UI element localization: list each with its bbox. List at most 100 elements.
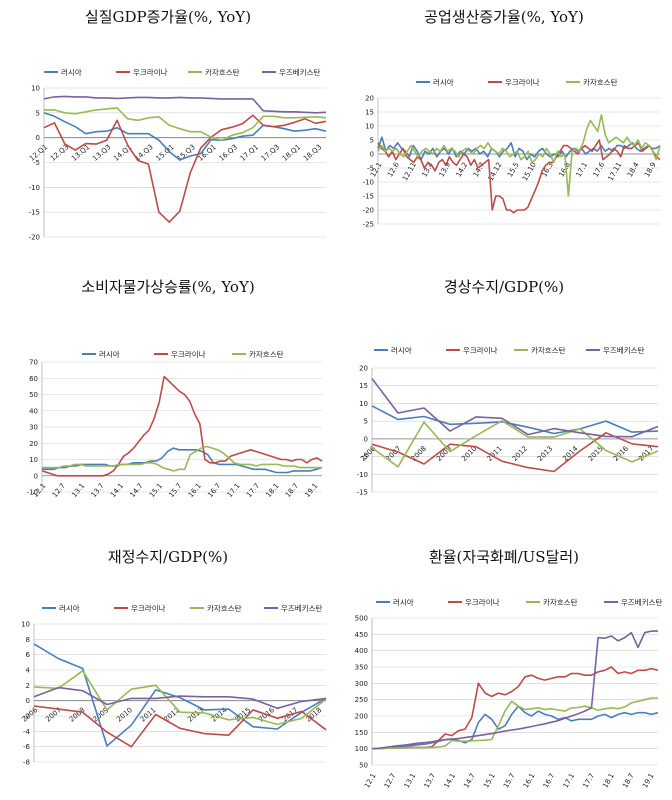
series-line-0 — [33, 643, 327, 747]
x-tick-label: 17.Q3 — [260, 143, 281, 163]
y-tick-label: 300 — [355, 680, 368, 688]
x-tick-label: 2008 — [68, 706, 87, 724]
y-tick-label: 5 — [364, 418, 368, 426]
y-tick-label: 0 — [26, 697, 30, 705]
y-tick-label: 10 — [31, 85, 40, 93]
series-line-3 — [43, 95, 327, 114]
x-tick-label: 16.1 — [187, 482, 203, 499]
series-line-0 — [371, 405, 659, 435]
y-tick-label: 20 — [365, 95, 374, 103]
y-tick-label: 2 — [26, 682, 30, 690]
y-tick-label: -10 — [29, 184, 40, 192]
x-tick-label: 17.7 — [245, 482, 261, 499]
x-tick-label: 15.5 — [506, 161, 521, 179]
y-tick-label: -10 — [357, 471, 368, 479]
y-tick-label: 20 — [359, 365, 368, 373]
y-tick-label: 350 — [355, 664, 368, 672]
y-tick-label: -20 — [363, 207, 374, 215]
y-tick-label: -20 — [29, 234, 40, 242]
y-tick-label: -10 — [27, 489, 38, 497]
x-tick-label: 2006 — [20, 706, 39, 724]
x-tick-label: 13.Q3 — [91, 143, 112, 163]
y-tick-label: 15 — [359, 382, 368, 390]
y-tick-label: -5 — [33, 159, 40, 167]
chart-title: 실질GDP증가율(%, YoY) — [84, 8, 252, 26]
x-tick-label: 18.9 — [643, 161, 658, 179]
x-tick-label: 13.7 — [90, 482, 106, 499]
x-tick-label: 17.6 — [592, 161, 607, 179]
chart-fx: 500 450 400 350 300 250 200 150 100 50 12.1 12.7 13.… — [355, 597, 663, 790]
y-tick-label: 10 — [365, 123, 374, 131]
legend-label: 우크라이나 — [463, 345, 498, 355]
x-tick-label: 18.7 — [284, 482, 300, 499]
y-tick-label: 40 — [29, 407, 38, 415]
x-tick-label: 17.Q1 — [239, 143, 260, 163]
legend-label: 우크라이나 — [133, 67, 168, 77]
legend-label: 러시아 — [59, 603, 80, 613]
x-tick-label: 12.1 — [363, 772, 378, 790]
series-line-2 — [33, 670, 327, 726]
x-tick-label: 18.Q3 — [302, 143, 323, 163]
x-tick-label: 18.Q1 — [281, 143, 302, 163]
x-tick-label: 19.1 — [641, 772, 656, 790]
y-tick-label: 5 — [36, 109, 40, 117]
panel-cpi: 소비자물가상승률(%, YoY) 70 60 50 40 30 20 10 0 -10 12.1 1… — [0, 270, 336, 530]
x-tick-label: 18.1 — [265, 482, 281, 499]
x-tick-label: 18.4 — [626, 161, 641, 179]
y-tick-label: -5 — [367, 165, 374, 173]
series-line-1 — [377, 139, 661, 214]
series-line-2 — [377, 114, 661, 197]
y-tick-label: 50 — [29, 391, 38, 399]
y-tick-label: 60 — [29, 375, 38, 383]
y-tick-label: 4 — [26, 667, 31, 675]
chart-title: 경상수지/GDP(%) — [443, 278, 565, 296]
legend-label: 카자흐스탄 — [583, 77, 618, 87]
y-tick-label: 20 — [29, 440, 38, 448]
y-tick-label: 0 — [34, 472, 38, 480]
legend-label: 러시아 — [61, 67, 82, 77]
series-line-2 — [44, 107, 327, 141]
y-tick-label: -25 — [363, 221, 374, 229]
x-tick-label: 14.Q3 — [133, 143, 154, 163]
x-tick-label: 17.1 — [562, 772, 577, 790]
y-tick-label: 10 — [359, 400, 368, 408]
y-tick-label: 250 — [355, 696, 368, 704]
x-tick-label: 17.1 — [226, 482, 242, 499]
series-line-1 — [371, 432, 659, 473]
x-tick-label: 18.7 — [621, 772, 636, 790]
y-tick-label: -8 — [23, 759, 30, 767]
legend-label: 러시아 — [393, 597, 414, 607]
panel-fiscal: 재정수지/GDP(%) 10 8 6 4 2 0 -2 -4 -6 -8 2006 2007 2008 2… — [0, 540, 336, 800]
y-tick-label: 0 — [370, 151, 374, 159]
chart-title: 소비자물가상승률(%, YoY) — [81, 278, 255, 296]
x-tick-label: 17.1 — [575, 161, 590, 179]
legend-label: 우크라이나 — [171, 349, 206, 359]
legend-label: 러시아 — [99, 349, 120, 359]
legend-label: 카자흐스탄 — [205, 67, 240, 77]
x-tick-label: 12.1 — [31, 482, 47, 499]
x-tick-label: 16.1 — [522, 772, 537, 790]
legend-label: 카자흐스탄 — [207, 603, 242, 613]
x-tick-label: 12.7 — [51, 482, 67, 499]
series-line-1 — [41, 375, 323, 477]
x-tick-label: 13.1 — [403, 772, 418, 790]
x-tick-label: 14.1 — [109, 482, 125, 499]
y-tick-label: 450 — [355, 631, 368, 639]
x-tick-label: 2010 — [115, 706, 134, 724]
x-tick-label: 18.1 — [601, 772, 616, 790]
legend-label: 우크라이나 — [131, 603, 166, 613]
x-tick-label: 13.7 — [423, 772, 438, 790]
panel-gdp: 실질GDP증가율(%, YoY) 10 5 0 -5 -10 -15 -20 12.Q1 12.… — [0, 0, 336, 260]
x-tick-label: 12.6 — [386, 161, 401, 179]
y-tick-label: 400 — [355, 647, 368, 655]
x-tick-label: 15.10 — [521, 161, 538, 182]
y-tick-label: 50 — [359, 762, 368, 770]
series-line-0 — [42, 447, 323, 474]
x-tick-label: 2012 — [511, 445, 529, 463]
x-tick-label: 2013 — [536, 445, 554, 463]
y-tick-label: 5 — [370, 137, 374, 145]
